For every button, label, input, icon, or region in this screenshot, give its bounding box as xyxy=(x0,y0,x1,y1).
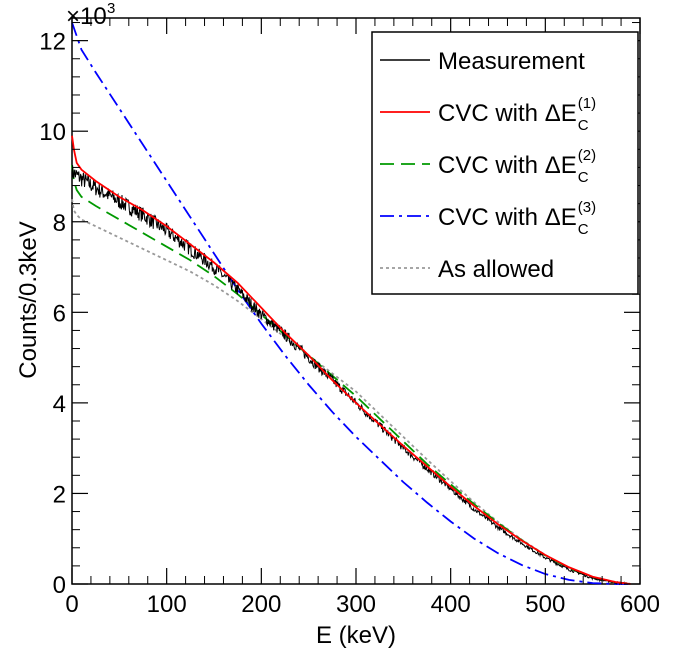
x-axis-title: E (keV) xyxy=(316,622,396,649)
x-tick-label: 200 xyxy=(241,591,281,618)
legend-label-0: Measurement xyxy=(438,48,585,75)
legend-label-sup-3: (3) xyxy=(578,199,596,216)
legend-label-3: CVC with ΔE xyxy=(438,204,577,231)
x-tick-label: 400 xyxy=(431,591,471,618)
legend-label-sup-1: (1) xyxy=(578,95,596,112)
y-tick-label: 10 xyxy=(39,119,66,146)
plot-area: 0 100 200 300 400 500 600 0 2 4 6 8 10 12 xyxy=(39,17,660,618)
series-layer xyxy=(71,22,631,586)
legend-label-2: CVC with ΔE xyxy=(438,152,577,179)
y-multiplier-exponent: 3 xyxy=(107,0,115,17)
series-line-2 xyxy=(71,165,631,585)
x-tick-label: 0 xyxy=(65,591,78,618)
legend-label-sub-3: C xyxy=(578,221,589,238)
y-multiplier-label: ×10 3 xyxy=(66,0,115,30)
y-axis-title: Counts/0.3keV xyxy=(15,221,42,378)
y-tick-label: 6 xyxy=(53,300,66,327)
series-line-3 xyxy=(71,22,631,585)
legend-label-sup-2: (2) xyxy=(578,147,596,164)
legend-label-4: As allowed xyxy=(438,256,554,283)
x-tick-label: 500 xyxy=(525,591,565,618)
ticks-layer: 0 100 200 300 400 500 600 0 2 4 6 8 10 12 xyxy=(39,18,660,618)
legend-label-sub-1: C xyxy=(578,117,589,134)
y-tick-label: 2 xyxy=(53,481,66,508)
series-line-1 xyxy=(71,135,631,585)
y-tick-label: 12 xyxy=(39,29,66,56)
x-tick-label: 600 xyxy=(620,591,660,618)
x-tick-label: 100 xyxy=(147,591,187,618)
y-multiplier-base: ×10 xyxy=(66,3,107,30)
legend-box xyxy=(371,31,639,295)
y-tick-label: 8 xyxy=(53,210,66,237)
legend-label-sub-2: C xyxy=(578,169,589,186)
y-tick-label: 0 xyxy=(53,572,66,599)
legend-label-1: CVC with ΔE xyxy=(438,100,577,127)
x-tick-label: 300 xyxy=(336,591,376,618)
y-tick-label: 4 xyxy=(53,391,66,418)
